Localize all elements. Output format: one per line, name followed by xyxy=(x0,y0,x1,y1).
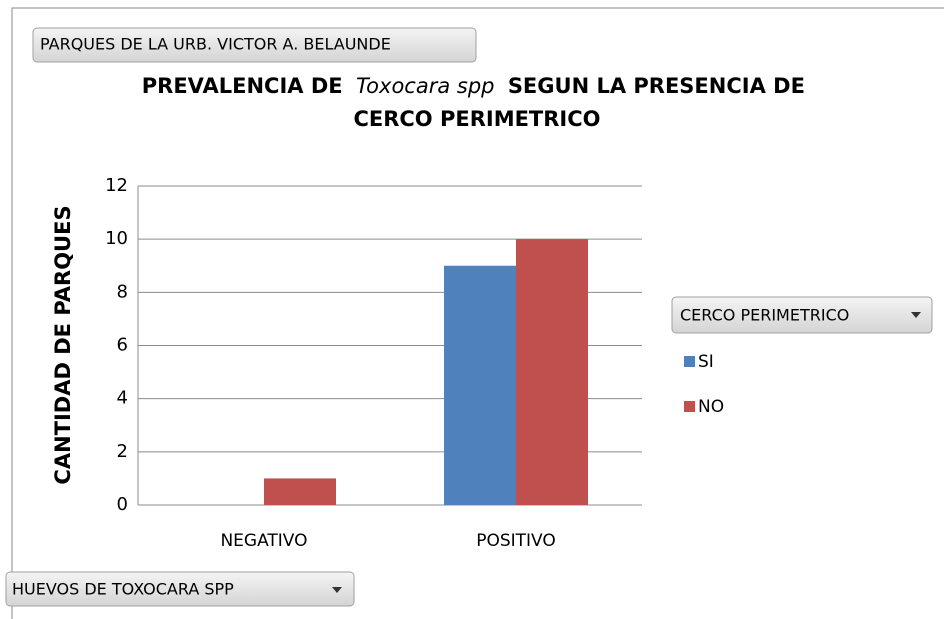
title-part: Toxocara spp xyxy=(356,74,495,98)
legend-field-button[interactable]: CERCO PERIMETRICO xyxy=(671,296,933,334)
title-part: CERCO PERIMETRICO xyxy=(353,107,600,131)
title-part: SEGUN LA PRESENCIA DE xyxy=(508,74,805,98)
axis-field: HUEVOS DE TOXOCARA SPP xyxy=(12,580,234,599)
axis-field-button[interactable]: HUEVOS DE TOXOCARA SPP xyxy=(5,571,355,607)
x-tick-label: NEGATIVO xyxy=(220,531,307,551)
y-tick-label: 12 xyxy=(105,175,128,196)
title-part: PREVALENCIA DE xyxy=(142,74,343,98)
y-tick-label: 2 xyxy=(117,441,128,462)
x-tick-label: POSITIVO xyxy=(476,531,556,551)
legend-label: NO xyxy=(698,397,724,417)
y-tick-label: 8 xyxy=(117,281,128,302)
y-tick-label: 0 xyxy=(117,494,128,515)
chart-title: PREVALENCIA DE Toxocara spp SEGUN LA PRE… xyxy=(142,74,812,131)
bar xyxy=(444,265,516,505)
bar xyxy=(516,239,588,505)
legend-label: SI xyxy=(698,352,714,372)
legend-swatch xyxy=(684,401,695,412)
filter-button[interactable]: PARQUES DE LA URB. VICTOR A. BELAUNDE xyxy=(32,27,477,63)
y-tick-label: 6 xyxy=(117,335,128,356)
y-axis-label: CANTIDAD DE PARQUES xyxy=(51,205,75,484)
legend-swatch xyxy=(684,356,695,367)
y-tick-label: 4 xyxy=(117,388,128,409)
bar xyxy=(264,478,336,505)
filter-field: PARQUES DE LA URB. VICTOR A. BELAUNDE xyxy=(40,35,391,54)
y-tick-label: 10 xyxy=(105,228,128,249)
legend-field: CERCO PERIMETRICO xyxy=(680,306,849,325)
